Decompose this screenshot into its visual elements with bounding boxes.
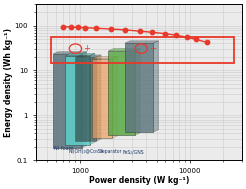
X-axis label: Power density (W kg⁻¹): Power density (W kg⁻¹)	[89, 176, 189, 185]
Bar	[108, 51, 135, 135]
Point	[163, 32, 167, 35]
Bar	[92, 59, 112, 138]
Bar	[65, 56, 90, 145]
Bar	[76, 57, 96, 141]
Bar	[53, 54, 82, 148]
Point	[76, 26, 79, 29]
Point	[138, 30, 141, 33]
Text: Separator: Separator	[100, 149, 123, 154]
Point	[150, 31, 154, 34]
Bar	[51, 37, 234, 64]
Polygon shape	[96, 55, 101, 141]
Point	[174, 34, 178, 37]
Polygon shape	[90, 53, 95, 145]
Polygon shape	[112, 56, 118, 138]
Point	[94, 27, 98, 30]
Point	[194, 38, 198, 41]
Polygon shape	[82, 52, 87, 148]
Point	[69, 26, 73, 29]
Bar	[125, 43, 154, 132]
Point	[185, 36, 189, 39]
Text: FeS₂/GNS: FeS₂/GNS	[123, 149, 144, 154]
Point	[61, 25, 65, 28]
Polygon shape	[125, 41, 159, 43]
Polygon shape	[154, 41, 159, 132]
Point	[205, 41, 209, 44]
Text: −: −	[149, 44, 156, 53]
Polygon shape	[92, 56, 118, 59]
Y-axis label: Energy density (Wh kg⁻¹): Energy density (Wh kg⁻¹)	[4, 28, 13, 137]
Polygon shape	[76, 55, 101, 57]
Polygon shape	[65, 53, 95, 56]
Point	[123, 28, 127, 31]
Polygon shape	[135, 49, 140, 135]
Point	[83, 26, 87, 29]
Text: Ni foam: Ni foam	[54, 146, 73, 151]
Polygon shape	[108, 49, 140, 51]
Polygon shape	[53, 52, 87, 54]
Text: Ni(OH)₂@Co₉S₈: Ni(OH)₂@Co₉S₈	[68, 149, 103, 154]
Text: +: +	[83, 44, 90, 53]
Point	[108, 27, 112, 30]
